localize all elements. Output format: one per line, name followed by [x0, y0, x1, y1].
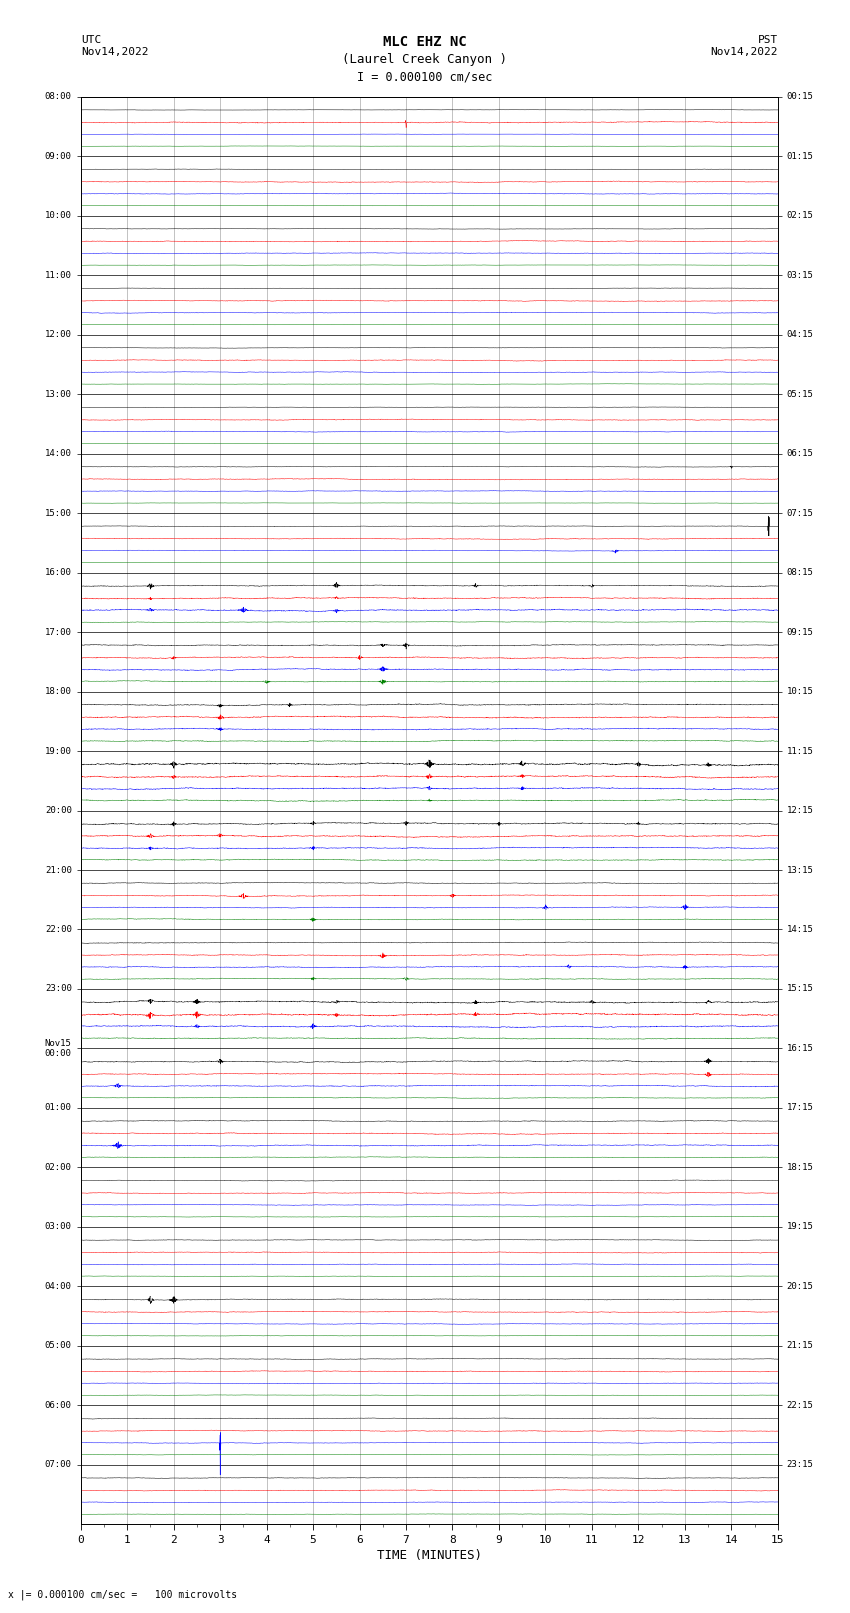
Text: (Laurel Creek Canyon ): (Laurel Creek Canyon ) [343, 53, 507, 66]
Text: UTC
Nov14,2022: UTC Nov14,2022 [81, 35, 148, 56]
Text: x |= 0.000100 cm/sec =   100 microvolts: x |= 0.000100 cm/sec = 100 microvolts [8, 1589, 238, 1600]
X-axis label: TIME (MINUTES): TIME (MINUTES) [377, 1548, 482, 1561]
Text: PST
Nov14,2022: PST Nov14,2022 [711, 35, 778, 56]
Text: MLC EHZ NC: MLC EHZ NC [383, 35, 467, 50]
Text: I = 0.000100 cm/sec: I = 0.000100 cm/sec [357, 71, 493, 84]
